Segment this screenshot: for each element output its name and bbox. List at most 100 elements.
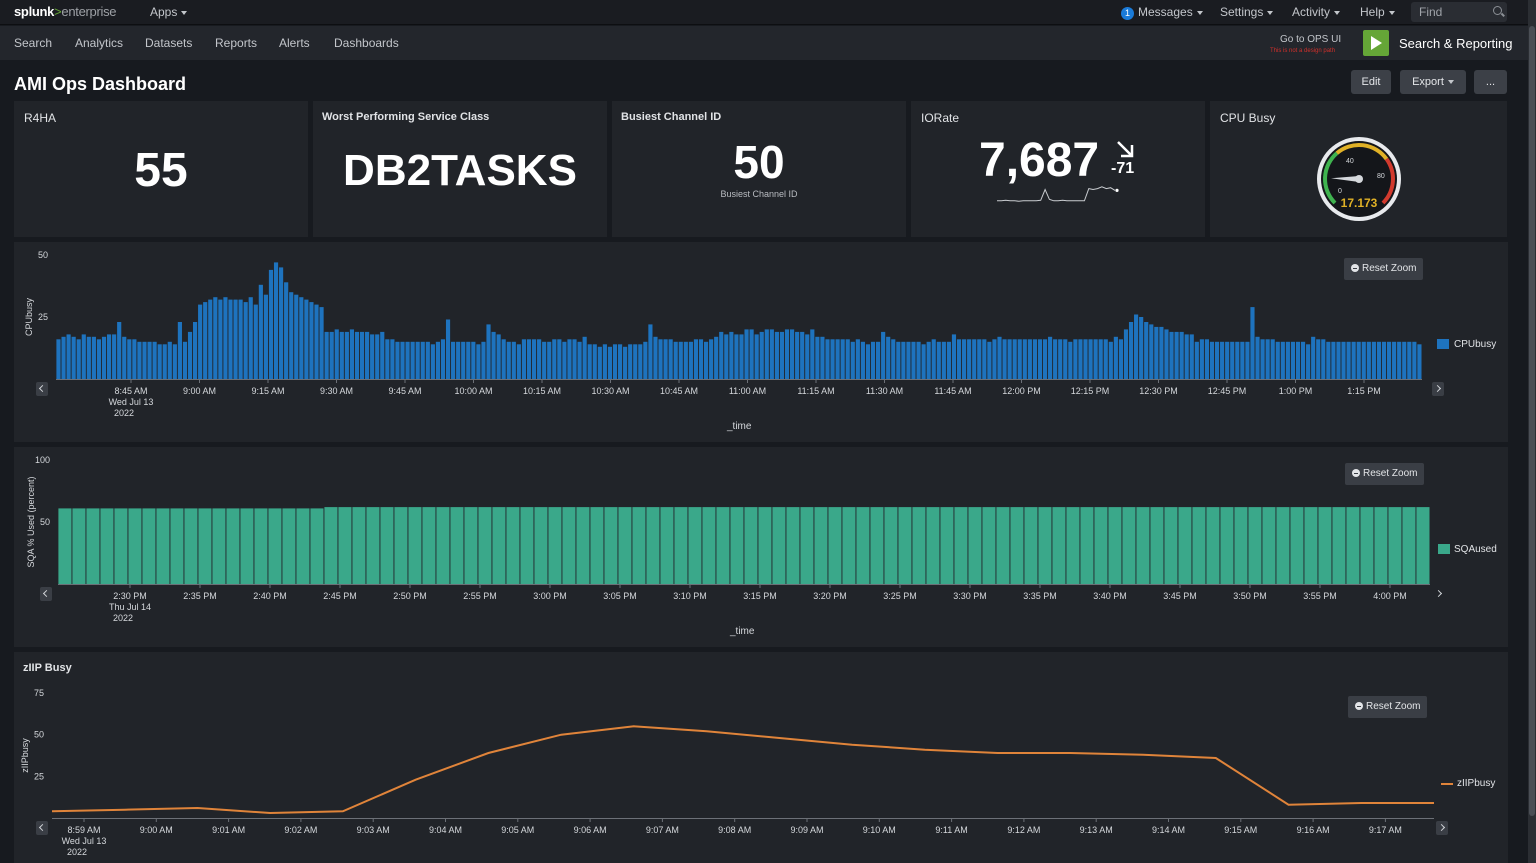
bar — [810, 329, 815, 379]
bar — [951, 334, 957, 379]
bar — [795, 331, 800, 379]
reset-zoom-button[interactable]: Reset Zoom — [1345, 463, 1425, 485]
bar — [366, 507, 380, 584]
bar — [1144, 322, 1149, 379]
messages-menu[interactable]: 1 Messages — [1121, 5, 1203, 20]
edit-button[interactable]: Edit — [1351, 70, 1391, 94]
reset-zoom-button[interactable]: Reset Zoom — [1348, 696, 1428, 718]
legend-label[interactable]: zIIPbusy — [1457, 778, 1496, 789]
bar — [1276, 507, 1290, 584]
chevron-right-icon[interactable] — [1436, 821, 1448, 835]
splunk-logo[interactable]: splunk>enterprise — [14, 4, 117, 19]
x-tick-label: 9:14 AM — [1152, 825, 1185, 835]
bar — [729, 331, 734, 379]
bar — [501, 339, 506, 379]
bar — [698, 339, 704, 379]
bar — [299, 297, 304, 379]
legend-label[interactable]: CPUbusy — [1454, 339, 1497, 350]
bar — [238, 299, 243, 379]
bar — [114, 508, 128, 584]
scrollbar-thumb[interactable] — [1529, 26, 1535, 816]
go-to-ops-link[interactable]: Go to OPS UI — [1280, 34, 1342, 45]
bar — [380, 507, 394, 584]
bar — [91, 336, 96, 379]
x-tick-label: 9:06 AM — [574, 825, 607, 835]
activity-menu[interactable]: Activity — [1292, 5, 1341, 19]
bar — [359, 331, 365, 379]
bar — [962, 339, 967, 379]
bar — [212, 508, 226, 584]
bar — [931, 339, 936, 379]
bar — [1088, 339, 1093, 379]
bar — [385, 339, 390, 379]
ziip-chart[interactable]: 75 50 25 zIIPbusy 8:59 AM 9:00 AM 9:01 AM 9:02 … — [14, 652, 1508, 863]
bar — [450, 507, 464, 584]
bar — [1412, 341, 1417, 379]
nav-datasets[interactable]: Datasets — [145, 36, 193, 50]
bar — [1392, 341, 1397, 379]
chevron-right-icon[interactable] — [1433, 587, 1445, 601]
nav-dashboards[interactable]: Dashboards — [334, 36, 399, 50]
logo-gt: > — [54, 4, 62, 19]
bar — [567, 339, 572, 379]
apps-menu[interactable]: Apps — [150, 5, 188, 19]
bar — [420, 341, 425, 379]
bar — [730, 507, 744, 584]
bar — [1027, 339, 1032, 379]
bar — [769, 329, 774, 379]
bar — [430, 344, 435, 379]
bar — [1290, 341, 1296, 379]
app-name[interactable]: Search & Reporting — [1399, 36, 1513, 51]
bar — [1093, 339, 1098, 379]
nav-alerts[interactable]: Alerts — [279, 36, 310, 50]
x-year-label: 2022 — [67, 847, 87, 857]
x-tick-label: 2:35 PM — [183, 591, 217, 601]
chevron-left-icon[interactable] — [40, 587, 52, 601]
bar — [1341, 341, 1346, 379]
bar — [76, 339, 81, 379]
bar — [324, 507, 338, 584]
sparkline-line — [997, 186, 1116, 202]
bar — [112, 334, 117, 379]
x-tick-label: 2:40 PM — [253, 591, 287, 601]
find-input[interactable]: Find — [1411, 2, 1507, 22]
bar — [1209, 341, 1215, 379]
help-menu[interactable]: Help — [1360, 5, 1395, 19]
bar — [1159, 326, 1164, 379]
cpubusy-chart[interactable]: 50 25 CPUbusy 8:45 AM 9:00 AM 9:15 AM 9:30 AM 9… — [14, 242, 1508, 442]
cpu-busy-value: 17.173 — [1341, 196, 1378, 210]
nav-analytics[interactable]: Analytics — [75, 36, 124, 50]
bar — [1381, 341, 1387, 379]
sqa-chart[interactable]: 100 50 SQA % Used (percent) 2:30 PM 2:35 PM 2… — [14, 447, 1508, 647]
bar — [279, 267, 284, 379]
bar — [184, 508, 198, 584]
bar — [779, 331, 785, 379]
bar — [954, 507, 968, 584]
bar — [66, 334, 71, 379]
bar — [338, 507, 352, 584]
nav-search[interactable]: Search — [14, 36, 53, 50]
settings-menu[interactable]: Settings — [1220, 5, 1274, 19]
bar — [101, 336, 107, 379]
x-tick-label: 9:02 AM — [284, 825, 317, 835]
bar — [870, 507, 884, 584]
x-tick-label: 9:09 AM — [790, 825, 823, 835]
chevron-left-icon[interactable] — [36, 382, 48, 396]
x-tick-label: 9:04 AM — [429, 825, 462, 835]
legend-label[interactable]: SQAused — [1454, 544, 1497, 555]
nav-reports[interactable]: Reports — [215, 36, 258, 50]
bar — [142, 341, 147, 379]
search-app-icon[interactable] — [1363, 30, 1389, 56]
bar — [86, 336, 91, 379]
chevron-left-icon[interactable] — [36, 821, 48, 835]
page-title: AMI Ops Dashboard — [14, 74, 187, 94]
bar — [1078, 339, 1083, 379]
bar — [749, 329, 754, 379]
chevron-right-icon[interactable] — [1432, 382, 1444, 396]
bar — [582, 336, 587, 379]
more-button[interactable]: ... — [1474, 70, 1507, 94]
export-button[interactable]: Export — [1400, 70, 1466, 94]
bar — [284, 282, 289, 379]
bar — [258, 284, 263, 379]
reset-zoom-button[interactable]: Reset Zoom — [1344, 258, 1424, 280]
